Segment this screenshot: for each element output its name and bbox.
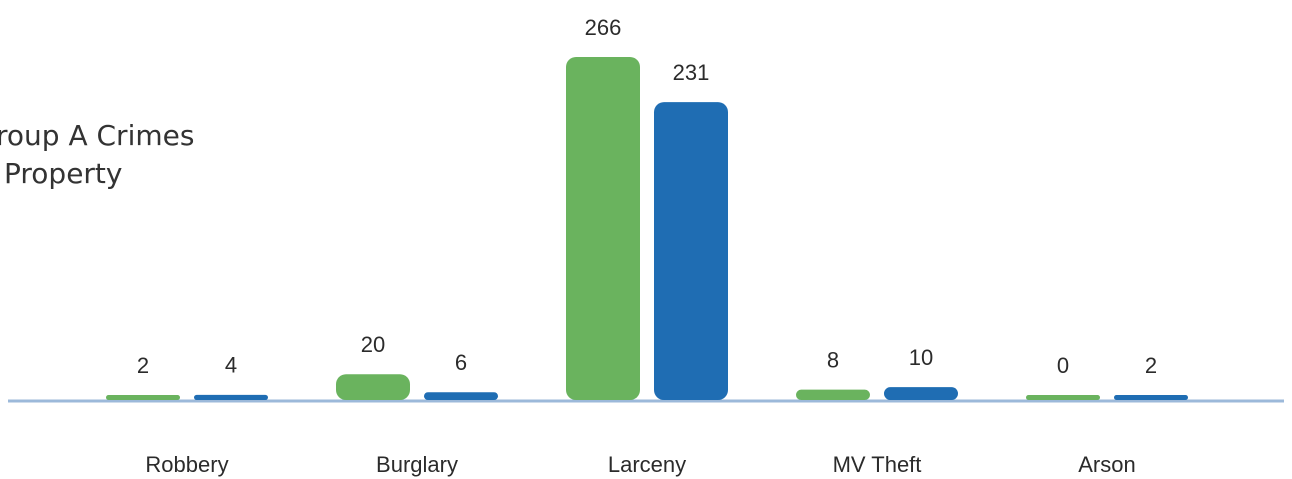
bar <box>1026 395 1100 400</box>
bar <box>796 389 870 400</box>
bar <box>336 374 410 400</box>
value-label: 0 <box>1057 353 1069 378</box>
value-label: 266 <box>585 15 622 40</box>
value-label: 8 <box>827 347 839 372</box>
bar <box>1114 395 1188 400</box>
value-label: 231 <box>673 60 710 85</box>
value-label: 2 <box>1145 353 1157 378</box>
bar <box>654 102 728 400</box>
value-label: 4 <box>225 353 237 378</box>
bar <box>884 387 958 400</box>
x-tick-label: Arson <box>1078 452 1135 477</box>
x-tick-label: MV Theft <box>833 452 922 477</box>
chart-title-line: Property <box>4 157 122 190</box>
x-tick-label: Larceny <box>608 452 686 477</box>
chart-title-line: roup A Crimes <box>0 119 194 152</box>
value-label: 10 <box>909 345 933 370</box>
bar <box>106 395 180 400</box>
bar <box>566 57 640 400</box>
value-label: 2 <box>137 353 149 378</box>
bar <box>424 392 498 400</box>
value-label: 6 <box>455 350 467 375</box>
bar <box>194 394 268 400</box>
value-label: 20 <box>361 332 385 357</box>
x-tick-label: Burglary <box>376 452 458 477</box>
x-tick-label: Robbery <box>145 452 228 477</box>
